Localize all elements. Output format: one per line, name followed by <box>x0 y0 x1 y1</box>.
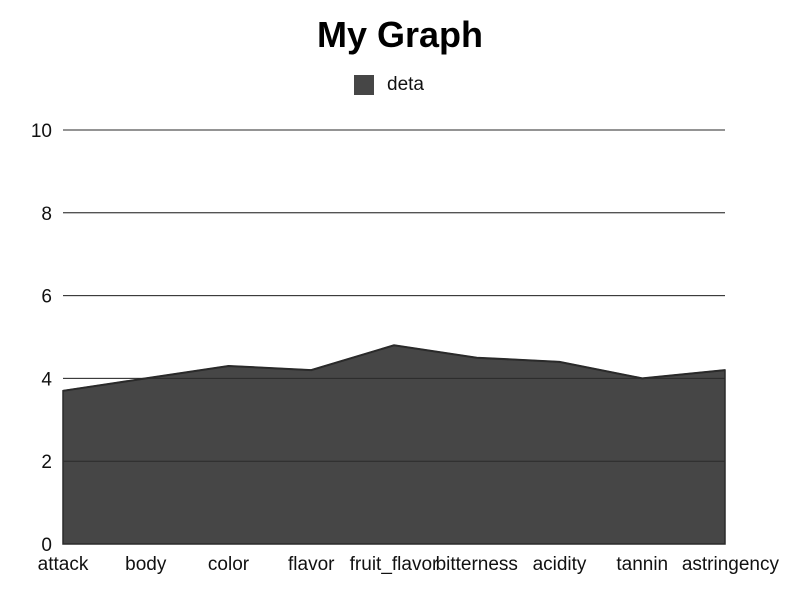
series-area-deta <box>62 344 726 545</box>
y-tick-label: 4 <box>41 369 52 390</box>
legend: deta <box>354 74 424 95</box>
y-tick-label: 6 <box>41 287 52 308</box>
y-tick-label: 0 <box>41 535 52 556</box>
y-tick-label: 8 <box>41 204 52 225</box>
chart-title: My Graph <box>317 14 483 55</box>
x-tick-label: astringency <box>682 554 780 575</box>
x-tick-label: flavor <box>288 554 335 575</box>
x-tick-label: bitterness <box>436 554 518 575</box>
x-tick-label: fruit_flavor <box>350 554 439 575</box>
x-tick-label: acidity <box>533 554 587 575</box>
y-tick-label: 10 <box>31 121 52 142</box>
x-tick-label: color <box>208 554 250 575</box>
y-tick-label: 2 <box>41 452 52 473</box>
legend-label-deta: deta <box>387 74 424 95</box>
y-axis-ticks: 0 2 4 6 8 10 <box>31 121 53 556</box>
gridlines-overlay <box>63 129 725 462</box>
legend-swatch-deta <box>354 75 374 95</box>
x-axis-ticks: attack body color flavor fruit_flavorbittern… <box>38 554 780 575</box>
x-tick-label: tannin <box>616 554 668 575</box>
x-tick-label: body <box>125 554 167 575</box>
x-tick-label: attack <box>38 554 89 575</box>
